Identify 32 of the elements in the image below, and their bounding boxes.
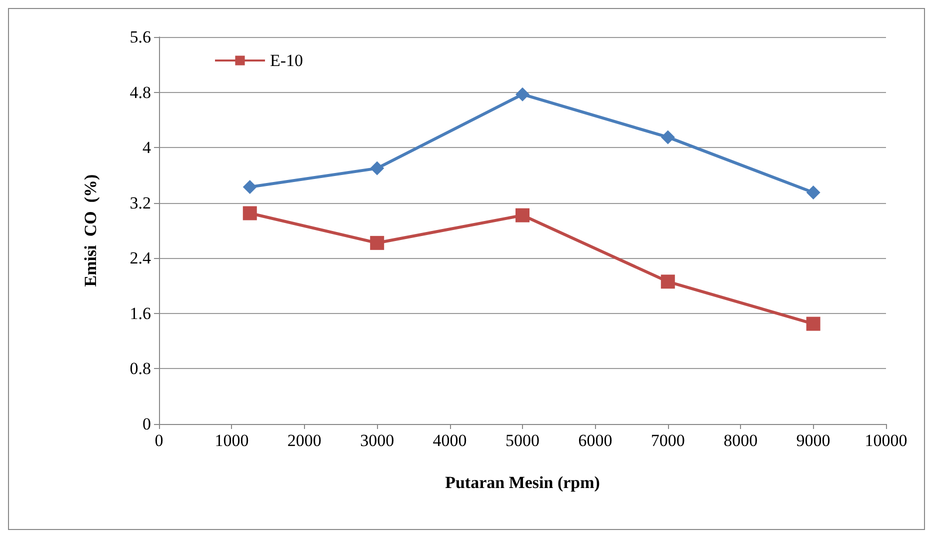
x-tick-label: 7000 [650,431,685,450]
point [242,206,257,220]
x-tick-label: 2000 [287,431,322,450]
point [370,236,384,250]
x-tick-label: 4000 [432,431,467,450]
point [516,87,530,102]
point [370,161,384,176]
legend-label: E-10 [270,51,304,70]
point [660,130,675,144]
y-axis-title: Emisi CO (%) [81,174,100,287]
x-tick-label: 9000 [796,431,830,450]
y-tick-label: 3.2 [130,193,151,212]
y-tick-label: 2.4 [130,248,152,268]
x-tick-label: 5000 [506,431,540,450]
y-tick-label: 0.8 [130,359,151,378]
y-tick-label: 4.8 [130,82,151,102]
y-tick-label: 0 [142,414,151,434]
y-tick-label: 1.6 [130,304,151,323]
x-tick-label: 10000 [864,431,908,450]
x-tick-label: 6000 [578,431,612,450]
point [660,274,675,289]
point [516,208,530,222]
y-tick-label: 4 [142,138,152,158]
x-tick-label: 0 [154,431,164,450]
x-tick-label: 3000 [360,431,394,450]
x-tick-label: 1000 [214,431,249,450]
point [806,185,820,200]
y-tick-label: 5.6 [130,28,151,46]
point [242,180,257,194]
x-axis-title: Putaran Mesin (rpm) [445,473,600,492]
point [806,316,820,331]
x-tick-label: 8000 [724,431,758,450]
